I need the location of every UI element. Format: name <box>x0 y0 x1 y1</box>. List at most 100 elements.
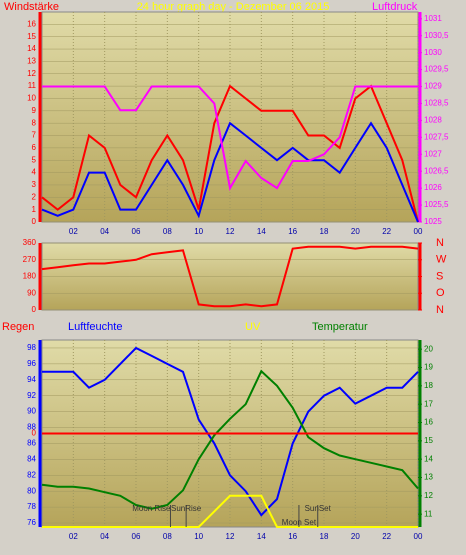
y-tick-label: 270 <box>23 255 37 264</box>
y-tick-label: 92 <box>27 391 36 400</box>
y-tick-label: 10 <box>27 94 36 103</box>
x-tick-label: 06 <box>132 532 141 541</box>
x-tick-label: 20 <box>351 227 360 236</box>
y2-tick-label: 1027,5 <box>424 132 449 141</box>
y2-tick-label: 1028,5 <box>424 99 449 108</box>
y3-axis-label: Regen <box>2 321 34 333</box>
y-tick-label: 0 <box>32 217 37 226</box>
annotation: SunSet <box>305 504 332 513</box>
y4-axis-label: UV <box>245 321 261 333</box>
y2-tick-label: N <box>436 237 444 249</box>
y2-tick-label: 11 <box>424 509 433 518</box>
y-tick-label: 8 <box>32 118 37 127</box>
series-line <box>42 85 418 191</box>
y-tick-label: 80 <box>27 486 36 495</box>
annotation: Moon Rise <box>132 504 171 513</box>
y2-tick-label: O <box>436 287 445 299</box>
y-tick-label: 16 <box>27 19 36 28</box>
series-line <box>42 346 419 517</box>
y-tick-label: 1 <box>32 205 37 214</box>
x-tick-label: 06 <box>132 227 141 236</box>
x-tick-label: 04 <box>100 532 109 541</box>
y2-tick-label: 15 <box>424 436 433 445</box>
x-tick-label: 18 <box>320 227 329 236</box>
x-tick-label: 12 <box>226 532 235 541</box>
y-axis-label: Luftfeuchte <box>68 321 122 333</box>
y2-tick-label: 17 <box>424 399 433 408</box>
series-line <box>41 84 419 223</box>
y3-tick-label: 0 <box>32 429 37 438</box>
x-tick-label: 16 <box>288 227 297 236</box>
series-line <box>41 121 419 223</box>
x-tick-label: 00 <box>414 532 423 541</box>
x-tick-label: 10 <box>194 532 203 541</box>
y2-axis-label: Luftdruck <box>372 1 418 13</box>
y2-tick-label: 1027 <box>424 149 442 158</box>
y-tick-label: 90 <box>27 407 36 416</box>
x-tick-label: 20 <box>351 532 360 541</box>
y-tick-label: 96 <box>27 359 36 368</box>
y-tick-label: 9 <box>32 106 37 115</box>
annotation: SunRise <box>171 504 202 513</box>
y2-tick-label: 1031 <box>424 14 442 23</box>
y-tick-label: 5 <box>32 155 37 164</box>
annotation: Moon Set <box>282 518 317 527</box>
y2-tick-label: 1029,5 <box>424 65 449 74</box>
y-tick-label: 84 <box>27 454 36 463</box>
y-tick-label: 90 <box>27 288 36 297</box>
y-tick-label: 14 <box>27 44 36 53</box>
y2-tick-label: 19 <box>424 363 433 372</box>
y2-tick-label: 13 <box>424 473 433 482</box>
y-axis-label: Windstärke <box>4 1 59 13</box>
y2-tick-label: 1026,5 <box>424 166 449 175</box>
y2-tick-label: 18 <box>424 381 433 390</box>
y-tick-label: 78 <box>27 502 36 511</box>
y2-tick-label: N <box>436 304 444 316</box>
y-tick-label: 3 <box>32 180 37 189</box>
x-tick-label: 14 <box>257 532 266 541</box>
y-tick-label: 360 <box>23 238 37 247</box>
y-tick-label: 2 <box>32 192 37 201</box>
y2-tick-label: 14 <box>424 454 433 463</box>
x-tick-label: 22 <box>382 227 391 236</box>
y2-tick-label: 20 <box>424 344 433 353</box>
y2-tick-label: 1028 <box>424 115 442 124</box>
series-line <box>42 494 418 528</box>
y-tick-label: 6 <box>32 143 37 152</box>
y-tick-label: 12 <box>27 69 36 78</box>
y-tick-label: 7 <box>32 131 37 140</box>
y2-tick-label: 12 <box>424 491 433 500</box>
x-tick-label: 18 <box>320 532 329 541</box>
y2-axis-label: Temperatur <box>312 321 368 333</box>
series-line <box>41 245 419 308</box>
y-tick-label: 180 <box>23 272 37 281</box>
x-tick-label: 08 <box>163 227 172 236</box>
y2-tick-label: 1029 <box>424 82 442 91</box>
x-tick-label: 14 <box>257 227 266 236</box>
y-tick-label: 98 <box>27 343 36 352</box>
x-tick-label: 10 <box>194 227 203 236</box>
x-tick-label: 12 <box>226 227 235 236</box>
y2-tick-label: W <box>436 254 447 266</box>
chart-title: 24 hour graph day - Dezember 06 2015 <box>137 1 330 13</box>
x-tick-label: 02 <box>69 227 78 236</box>
x-tick-label: 22 <box>382 532 391 541</box>
y2-tick-label: 1025 <box>424 217 442 226</box>
y-tick-label: 4 <box>32 168 37 177</box>
y2-tick-label: 1030 <box>424 48 442 57</box>
y2-tick-label: 1030,5 <box>424 31 449 40</box>
y-tick-label: 94 <box>27 375 36 384</box>
y-tick-label: 0 <box>32 305 37 314</box>
y-tick-label: 13 <box>27 57 36 66</box>
series-line <box>41 369 419 510</box>
y-tick-label: 82 <box>27 470 36 479</box>
x-tick-label: 00 <box>414 227 423 236</box>
x-tick-label: 02 <box>69 532 78 541</box>
y2-tick-label: 16 <box>424 418 433 427</box>
y-tick-label: 86 <box>27 439 36 448</box>
y-tick-label: 11 <box>28 81 37 90</box>
y2-tick-label: 1025,5 <box>424 200 449 209</box>
x-tick-label: 16 <box>288 532 297 541</box>
x-tick-label: 04 <box>100 227 109 236</box>
